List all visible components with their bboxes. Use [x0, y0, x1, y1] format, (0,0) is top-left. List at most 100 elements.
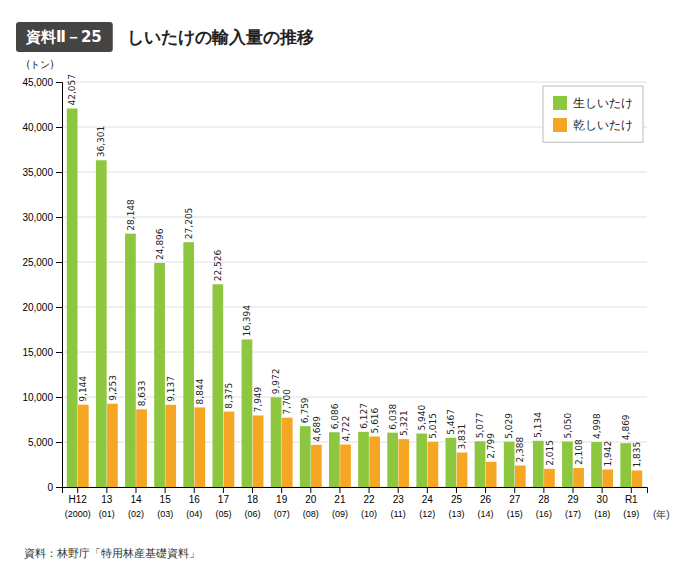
x-tick-label: H12 — [69, 494, 88, 505]
data-label: 2,108 — [574, 439, 584, 465]
plot: 05,00010,00015,00020,00025,00030,00035,0… — [22, 59, 669, 520]
x-tick-label: 15 — [160, 494, 172, 505]
title: しいたけの輸入量の推移 — [127, 27, 314, 47]
x-tick-label: 23 — [393, 494, 405, 505]
x-tick: 15 (03) — [157, 487, 173, 519]
x-tick: H12(2000) — [65, 487, 91, 519]
y-tick-mark — [56, 307, 62, 308]
x-tick-mark — [485, 487, 486, 493]
x-tick-label: 29 — [567, 494, 579, 505]
x-tick: 16 (04) — [186, 487, 202, 519]
x-tick-mark — [369, 487, 370, 493]
y-axis-label: (トン) — [26, 59, 54, 70]
data-label: 36,301 — [96, 126, 106, 158]
y-tick-label: 10,000 — [22, 392, 53, 403]
x-subtick-label: (04) — [186, 509, 202, 519]
bar — [329, 432, 340, 487]
title-badge-text: 資料Ⅱ－25 — [25, 28, 102, 46]
grid-line — [62, 397, 647, 398]
x-tick: 30(18) — [594, 487, 610, 519]
x-tick-label: 28 — [538, 494, 550, 505]
x-tick-mark — [135, 487, 136, 493]
data-label: 4,869 — [621, 414, 631, 440]
data-label: 28,148 — [126, 199, 136, 231]
x-subtick-label: (16) — [536, 509, 552, 519]
bar — [311, 445, 322, 487]
x-subtick-label: (09) — [332, 509, 348, 519]
x-tick-mark — [165, 487, 166, 493]
bar — [253, 415, 264, 487]
bar — [428, 442, 439, 487]
data-label: 9,137 — [166, 376, 176, 402]
data-label: 2,015 — [545, 440, 555, 466]
bar — [544, 469, 555, 487]
legend: 生しいたけ乾しいたけ — [543, 86, 643, 142]
grid-line — [62, 352, 647, 353]
bar — [271, 397, 282, 487]
x-tick: 29(17) — [565, 487, 581, 519]
data-label: 5,467 — [446, 409, 456, 435]
data-label: 2,388 — [515, 436, 525, 462]
bar — [194, 407, 205, 487]
x-tick-mark — [573, 487, 574, 493]
y-tick-mark — [56, 442, 62, 443]
x-axis-label: (年) — [653, 509, 670, 520]
grid-line — [62, 307, 647, 308]
x-subtick-label: (18) — [594, 509, 610, 519]
x-tick-label: 14 — [130, 494, 142, 505]
x-tick-mark — [106, 487, 107, 493]
y-tick-label: 20,000 — [22, 302, 53, 313]
x-subtick-label: (03) — [157, 509, 173, 519]
x-tick: R1(19) — [623, 487, 639, 519]
x-tick-mark — [543, 487, 544, 493]
y-tick-mark — [56, 127, 62, 128]
bar — [107, 404, 118, 487]
data-label: 1,835 — [632, 442, 642, 468]
x-subtick-label: (11) — [391, 509, 406, 519]
x-tick: 23 (11) — [391, 487, 406, 519]
y-tick-mark — [56, 217, 62, 218]
legend-swatch — [553, 96, 567, 110]
y-tick-label: 0 — [47, 482, 53, 493]
x-tick: 13(01) — [99, 487, 115, 519]
x-tick-mark — [223, 487, 224, 493]
data-label: 4,998 — [592, 413, 602, 439]
series-bars — [78, 404, 642, 487]
bar — [136, 409, 147, 487]
data-label: 9,253 — [108, 375, 118, 401]
bar — [212, 284, 223, 487]
y-tick: 15,000 — [22, 347, 62, 358]
y-tick-label: 30,000 — [22, 212, 53, 223]
data-label: 8,844 — [195, 378, 205, 404]
y-axis-line — [56, 83, 63, 488]
bar — [562, 442, 573, 487]
bar — [125, 234, 136, 487]
x-tick-mark — [339, 487, 340, 493]
grid-line — [62, 82, 647, 83]
bar — [224, 412, 235, 487]
x-subtick-label: (07) — [274, 509, 290, 519]
x-tick-mark — [281, 487, 282, 493]
bars — [67, 108, 642, 487]
data-label: 6,759 — [300, 397, 310, 423]
bar — [398, 439, 409, 487]
y-tick-label: 5,000 — [28, 437, 53, 448]
y-tick-label: 45,000 — [22, 77, 53, 88]
y-tick: 45,000 — [22, 77, 62, 88]
data-label: 9,972 — [271, 368, 281, 394]
x-subtick-label: (15) — [507, 509, 523, 519]
x-subtick-label: (19) — [623, 509, 639, 519]
title-badge — [16, 22, 113, 52]
data-label: 4,689 — [312, 416, 322, 442]
data-label: 6,127 — [359, 403, 369, 429]
grid-line — [62, 442, 647, 443]
bar — [165, 405, 176, 487]
x-tick-label: 16 — [189, 494, 201, 505]
y-tick-label: 25,000 — [22, 257, 53, 268]
x-subtick-label: (01) — [99, 509, 115, 519]
y-tick-mark — [56, 397, 62, 398]
bar — [475, 441, 486, 487]
x-tick: 28 (16) — [536, 487, 552, 519]
bar — [67, 108, 78, 487]
legend-item: 生しいたけ — [553, 96, 633, 110]
